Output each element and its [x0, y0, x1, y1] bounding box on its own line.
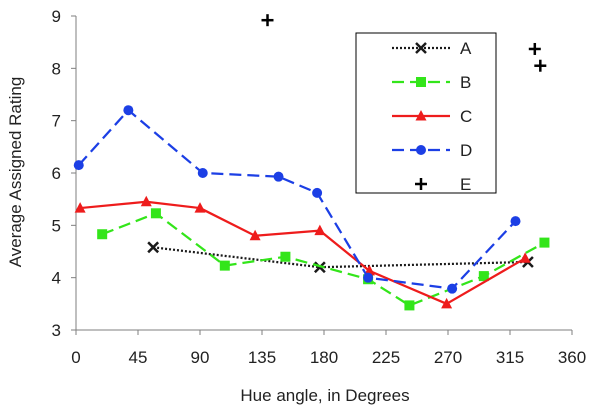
x-tick-label: 90: [191, 348, 210, 367]
series-b: [97, 208, 550, 311]
legend-marker-e: [415, 178, 427, 190]
x-tick-label: 315: [496, 348, 524, 367]
series-c-point: [140, 195, 152, 207]
series-a-point: [147, 241, 160, 254]
series-e-point: [261, 14, 274, 27]
y-tick-label: 4: [52, 269, 61, 288]
series-a-line: [153, 246, 528, 269]
legend-item-d: D: [392, 141, 472, 160]
series-c-point: [363, 264, 375, 276]
legend-label-e: E: [460, 175, 471, 194]
series-c-point: [74, 202, 86, 213]
series-d-point: [273, 171, 284, 182]
y-tick-label: 7: [52, 112, 61, 131]
series-layer: [73, 14, 550, 311]
legend-box: [355, 32, 497, 194]
x-tick-label: 0: [71, 348, 80, 367]
y-tick-label: 3: [52, 321, 61, 340]
x-tick-label: 270: [434, 348, 462, 367]
series-d-point: [312, 187, 323, 198]
legend-item-e: E: [415, 175, 471, 194]
series-e: [261, 14, 547, 72]
legend-item-c: C: [392, 107, 472, 126]
series-c-point: [519, 252, 531, 263]
legend-item-b: B: [392, 73, 471, 92]
y-tick-label: 9: [52, 7, 61, 26]
series-b-point: [539, 237, 550, 248]
series-d-point: [447, 283, 458, 294]
x-tick-label: 360: [558, 348, 586, 367]
x-axis-label: Hue angle, in Degrees: [240, 386, 409, 405]
series-b-point: [219, 260, 230, 271]
series-b-point: [404, 300, 415, 311]
series-d-point: [363, 272, 374, 283]
legend-marker-b: [416, 77, 426, 87]
series-c: [74, 195, 531, 309]
y-axis-label: Average Assigned Rating: [6, 77, 25, 268]
legend-marker-c: [415, 110, 427, 121]
legend-marker-a: [415, 42, 427, 54]
y-tick-label: 8: [52, 59, 61, 78]
series-c-point: [314, 224, 326, 236]
series-d-point: [197, 168, 208, 178]
x-tick-label: 135: [248, 348, 276, 367]
legend-item-a: A: [392, 39, 472, 58]
legend-label-b: B: [460, 73, 471, 92]
series-d-point: [123, 105, 134, 116]
y-tick-label: 6: [52, 164, 61, 183]
series-b-point: [97, 229, 108, 240]
y-tick-label: 5: [52, 216, 61, 235]
series-d-point: [73, 160, 84, 171]
x-tick-label: 45: [129, 348, 148, 367]
series-e-point: [534, 59, 547, 72]
series-c-line: [80, 200, 526, 305]
series-c-point: [249, 229, 261, 241]
series-d-point: [510, 216, 521, 227]
series-c-point: [441, 297, 453, 309]
x-tick-label: 180: [310, 348, 338, 367]
series-c-point: [194, 202, 206, 213]
legend-label-c: C: [460, 107, 472, 126]
legend-label-a: A: [460, 39, 472, 58]
legend-marker-d: [416, 145, 426, 155]
x-tick-label: 225: [372, 348, 400, 367]
series-b-point: [280, 251, 291, 262]
series-e-point: [528, 42, 541, 55]
series-b-point: [478, 271, 489, 282]
series-d-line: [77, 109, 517, 290]
legend-label-d: D: [460, 141, 472, 160]
series-b-point: [150, 208, 161, 219]
series-d: [73, 105, 521, 294]
series-b-line: [101, 212, 545, 307]
